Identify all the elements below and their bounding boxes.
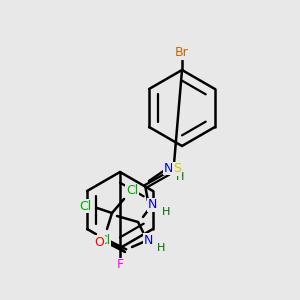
- Text: Cl: Cl: [79, 200, 91, 212]
- Text: Br: Br: [175, 46, 189, 59]
- Text: N: N: [143, 233, 153, 247]
- Text: H: H: [176, 172, 184, 182]
- Text: N: N: [163, 161, 173, 175]
- Text: H: H: [157, 243, 165, 253]
- Text: H: H: [162, 207, 170, 217]
- Text: Cl: Cl: [98, 233, 110, 247]
- Text: N: N: [147, 199, 157, 212]
- Text: O: O: [94, 236, 104, 248]
- Text: S: S: [173, 163, 181, 176]
- Text: F: F: [116, 259, 124, 272]
- Text: Cl: Cl: [126, 184, 138, 197]
